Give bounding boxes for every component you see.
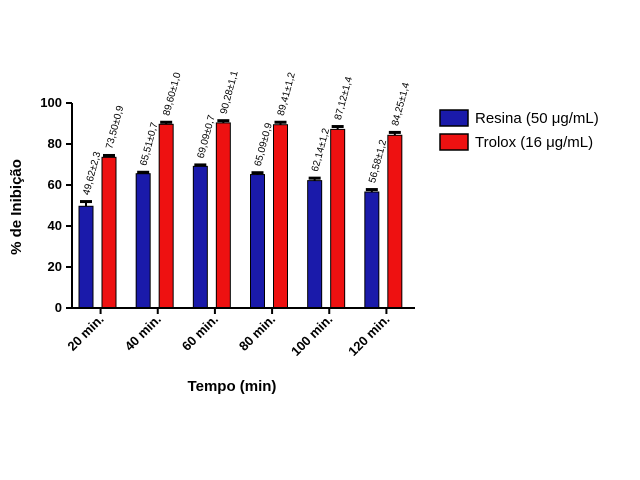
data-label-1-1: 89,60±1,0: [161, 71, 183, 117]
legend-label-0: Resina (50 μg/mL): [475, 110, 599, 127]
bar-trolox-5: [387, 134, 403, 309]
error-bars-layer: [80, 119, 401, 207]
bar-trolox-3: [273, 124, 288, 309]
bar-resina-4: [307, 180, 323, 309]
y-tick-label: 20: [48, 259, 62, 274]
bar-trolox-0: [101, 156, 117, 309]
bar-resina-1: [135, 173, 151, 309]
x-tick-label: 20 min.: [64, 312, 106, 354]
y-tick-label: 80: [48, 136, 62, 151]
bar-resina-5: [364, 191, 380, 309]
bar-resina-0: [78, 205, 94, 309]
bar-trolox-1: [158, 123, 174, 309]
bar-trolox-2: [215, 122, 231, 309]
data-label-1-3: 89,41±1,2: [276, 71, 298, 117]
x-tick-label: 120 min.: [345, 312, 392, 359]
data-label-1-2: 90,28±1,1: [219, 69, 241, 115]
error-bar-0-3: [251, 171, 264, 175]
error-bar-1-1: [160, 120, 173, 125]
error-bar-0-1: [137, 170, 150, 174]
error-bar-0-4: [308, 176, 321, 181]
bar-resina-2: [192, 165, 208, 309]
x-tick-label: 40 min.: [122, 312, 164, 354]
data-label-0-1: 65,51±0,7: [138, 121, 160, 167]
bar-resina-3: [250, 174, 265, 309]
data-label-0-2: 69,09±0,7: [196, 114, 218, 160]
legend-label-1: Trolox (16 μg/mL): [475, 134, 593, 151]
bars-layer: [78, 122, 403, 309]
y-tick-label: 0: [55, 300, 62, 315]
error-bar-1-2: [217, 119, 230, 123]
legend: Resina (50 μg/mL) Trolox (16 μg/mL): [439, 109, 599, 151]
x-tick-label: 60 min.: [179, 312, 221, 354]
legend-swatch-0: [439, 109, 469, 127]
x-tick-label: 80 min.: [236, 312, 278, 354]
error-bar-1-3: [274, 120, 287, 125]
error-bar-0-2: [194, 163, 207, 167]
data-label-1-4: 87,12±1,4: [333, 75, 355, 121]
x-tick-label: 100 min.: [288, 312, 335, 359]
error-bar-1-0: [103, 153, 115, 158]
y-tick-label: 100: [40, 95, 62, 110]
data-label-0-5: 56,58±1,2: [367, 138, 389, 184]
x-axis-title: Tempo (min): [188, 378, 277, 395]
error-bar-1-5: [388, 130, 401, 136]
data-label-0-4: 62,14±1,2: [310, 127, 332, 173]
y-tick-label: 60: [48, 177, 62, 192]
bar-trolox-4: [330, 128, 346, 309]
error-bar-0-5: [365, 188, 378, 193]
data-labels-layer: 49,62±2,3 65,51±0,7 69,09±0,7 65,09±0,9 62,1…: [81, 69, 412, 196]
error-bar-0-0: [80, 200, 92, 207]
y-axis-title: % de Inibição: [8, 159, 25, 255]
legend-swatch-1: [439, 133, 469, 151]
data-label-1-0: 73,50±0,9: [104, 104, 126, 150]
y-tick-label: 40: [48, 218, 62, 233]
data-label-1-5: 84,25±1,4: [390, 81, 412, 127]
error-bar-1-4: [331, 125, 344, 130]
data-label-0-0: 49,62±2,3: [81, 150, 103, 196]
data-label-0-3: 65,09±0,9: [253, 121, 275, 167]
